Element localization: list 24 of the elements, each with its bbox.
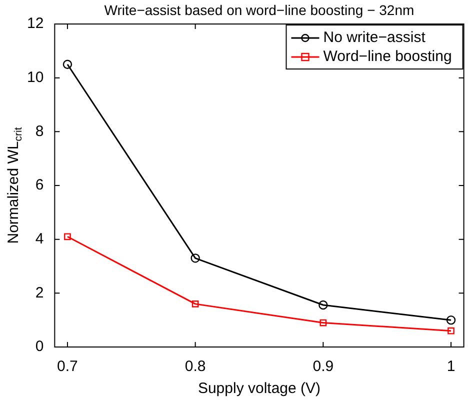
y-tick-label: 8 (35, 122, 44, 140)
y-tick-label: 6 (35, 176, 44, 194)
point (320, 319, 327, 326)
chart-title: Write−assist based on word−line boosting − 32nm (104, 2, 414, 18)
x-tick-label: 1 (446, 358, 456, 376)
y-tick-label: 12 (26, 15, 44, 32)
point (190, 254, 200, 263)
x-tick-label: 0.8 (184, 358, 206, 376)
point (62, 60, 72, 69)
y-axis-title: Normalized WLcrit (5, 127, 24, 244)
x-tick-label: 0.9 (312, 358, 334, 376)
legend-label: Word−line boosting (323, 48, 452, 66)
y-tick-label: 2 (35, 284, 44, 302)
x-axis-title: Supply voltage (V) (198, 380, 321, 398)
point (318, 300, 328, 310)
y-tick-label: 0 (35, 338, 44, 356)
point (192, 300, 199, 308)
x-tick-label: 0.7 (57, 358, 78, 376)
legend-label: No write−assist (323, 29, 426, 46)
point (64, 233, 71, 240)
point (446, 315, 456, 325)
y-tick-label: 10 (26, 68, 44, 86)
y-tick-label: 4 (35, 230, 44, 248)
point (448, 327, 454, 334)
